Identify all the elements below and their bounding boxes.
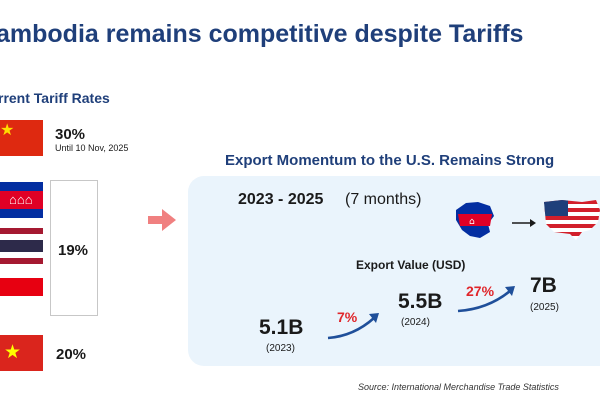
page-title: ambodia remains competitive despite Tari… (0, 20, 524, 48)
x-label-2025: (2025) (530, 302, 559, 313)
cambodia-map-icon: ⌂ (456, 202, 494, 238)
right-arrow-icon (148, 209, 176, 231)
china-tariff-note: Until 10 Nov, 2025 (55, 143, 129, 153)
export-heading: Export Momentum to the U.S. Remains Stro… (225, 152, 555, 169)
growth-label-2024: 7% (337, 309, 358, 325)
cambodia-flag-icon: ⌂⌂⌂ (0, 182, 43, 218)
vietnam-flag-icon: ★ (0, 335, 43, 371)
svg-text:⌂: ⌂ (469, 217, 475, 227)
value-label-2025: 7B (530, 274, 557, 297)
source-note: Source: International Merchandise Trade … (358, 382, 559, 392)
export-period-note: (7 months) (345, 191, 422, 208)
vietnam-tariff-rate: 20% (56, 346, 87, 363)
thailand-flag-icon (0, 228, 43, 264)
export-period: 2023 - 2025 (238, 191, 324, 208)
china-tariff-rate: 30% (55, 126, 86, 143)
tariff-heading: rrent Tariff Rates (0, 90, 110, 106)
growth-arrow-icon (457, 286, 515, 313)
group-tariff-rate: 19% (58, 242, 89, 259)
export-value-label: Export Value (USD) (356, 258, 466, 272)
export-panel (188, 176, 600, 366)
usa-map-icon (544, 200, 600, 240)
china-flag-icon: ★ (0, 120, 43, 156)
value-label-2023: 5.1B (259, 316, 304, 339)
arrow-right-icon (512, 219, 536, 227)
x-label-2023: (2023) (266, 343, 295, 354)
group-bracket (50, 180, 98, 316)
value-label-2024: 5.5B (398, 290, 443, 313)
indonesia-flag-icon (0, 278, 43, 314)
x-label-2024: (2024) (401, 317, 430, 328)
growth-label-2025: 27% (466, 283, 495, 299)
growth-arrow-icon (327, 313, 379, 340)
